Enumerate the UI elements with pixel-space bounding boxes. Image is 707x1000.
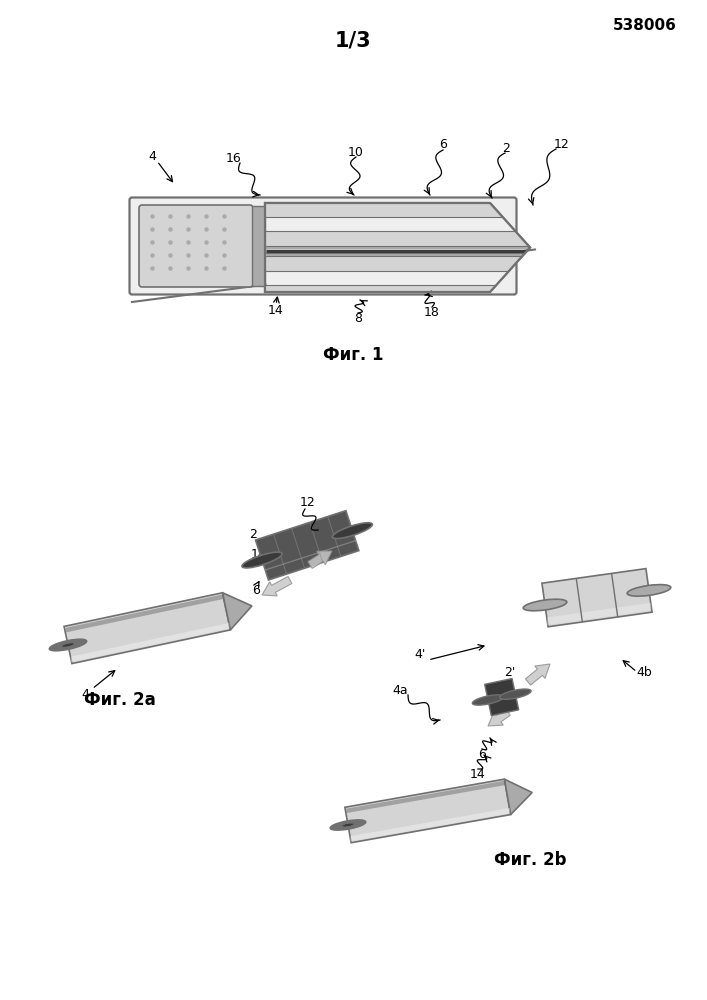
FancyArrow shape — [488, 709, 510, 726]
FancyBboxPatch shape — [129, 198, 517, 294]
Text: Фиг. 1: Фиг. 1 — [323, 346, 383, 364]
Text: 10: 10 — [348, 145, 364, 158]
Text: 6: 6 — [252, 584, 260, 596]
Text: 4a: 4a — [392, 684, 408, 696]
Text: 4': 4' — [414, 648, 426, 662]
Text: 14: 14 — [470, 768, 486, 782]
Ellipse shape — [242, 552, 282, 568]
Polygon shape — [223, 593, 252, 630]
Text: 6: 6 — [439, 138, 447, 151]
Polygon shape — [64, 593, 230, 664]
FancyArrow shape — [525, 664, 550, 685]
Text: 14: 14 — [268, 304, 284, 316]
Text: 2: 2 — [502, 141, 510, 154]
Text: 6: 6 — [478, 748, 486, 762]
Text: 4: 4 — [148, 150, 156, 163]
Text: 4: 4 — [81, 688, 89, 702]
Polygon shape — [255, 511, 359, 580]
Ellipse shape — [330, 820, 366, 830]
Text: 12: 12 — [300, 496, 316, 510]
FancyArrow shape — [262, 576, 292, 596]
Text: 12: 12 — [554, 137, 570, 150]
Ellipse shape — [523, 599, 567, 611]
Text: 2': 2' — [504, 666, 515, 678]
Ellipse shape — [472, 695, 503, 705]
Polygon shape — [504, 779, 532, 815]
Ellipse shape — [49, 639, 86, 651]
Ellipse shape — [500, 689, 531, 699]
Ellipse shape — [341, 823, 354, 827]
FancyBboxPatch shape — [139, 205, 253, 287]
Text: Фиг. 2b: Фиг. 2b — [493, 851, 566, 869]
Text: 18: 18 — [424, 306, 440, 318]
Text: 1/3: 1/3 — [334, 30, 371, 50]
Text: 16: 16 — [226, 151, 242, 164]
Bar — [252, 206, 265, 286]
Text: 8: 8 — [354, 312, 362, 324]
Text: 14: 14 — [251, 548, 267, 562]
Polygon shape — [542, 569, 652, 627]
Polygon shape — [485, 679, 519, 716]
Polygon shape — [265, 203, 530, 292]
Text: Фиг. 2a: Фиг. 2a — [84, 691, 156, 709]
Text: 538006: 538006 — [613, 17, 677, 32]
Ellipse shape — [332, 523, 373, 539]
Polygon shape — [345, 779, 510, 843]
Text: 4b: 4b — [636, 666, 652, 678]
Ellipse shape — [627, 585, 671, 596]
FancyArrow shape — [308, 551, 332, 568]
Ellipse shape — [62, 643, 74, 647]
Text: 2: 2 — [249, 528, 257, 542]
